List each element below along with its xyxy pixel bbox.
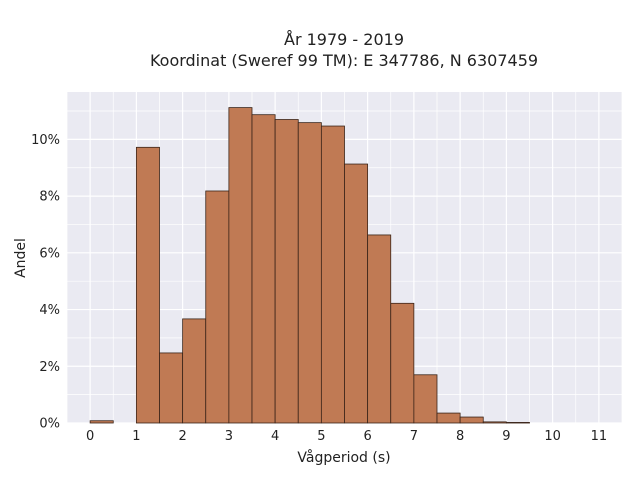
- x-tick-label: 8: [456, 429, 464, 444]
- bars-group: [89, 107, 530, 424]
- histogram-bar: [390, 302, 415, 424]
- x-tick-label: 4: [271, 429, 279, 444]
- x-tick-label: 10: [544, 429, 561, 444]
- x-tick-label: 7: [410, 429, 418, 444]
- histogram-bar: [228, 107, 253, 424]
- x-tick-label: 3: [225, 429, 233, 444]
- y-tick-label: 2%: [39, 360, 60, 375]
- histogram-bar: [205, 190, 230, 424]
- chart-title-line-1: År 1979 - 2019: [284, 30, 404, 49]
- x-axis-label: Vågperiod (s): [297, 449, 390, 466]
- histogram-bar: [482, 421, 507, 424]
- histogram-bar: [459, 416, 484, 424]
- histogram-bar: [320, 125, 345, 424]
- histogram-bar: [505, 422, 530, 424]
- histogram-bar: [367, 234, 392, 424]
- y-tick-label: 0%: [39, 417, 60, 432]
- x-tick-label: 11: [591, 429, 608, 444]
- histogram-bar: [436, 412, 461, 424]
- histogram-bar: [182, 318, 207, 424]
- histogram-bar: [344, 163, 369, 424]
- histogram-bar: [89, 420, 114, 424]
- chart-title-line-2: Koordinat (Sweref 99 TM): E 347786, N 63…: [150, 51, 538, 70]
- y-axis-ticks: 0% 2% 4% 6% 8% 10%: [31, 133, 60, 432]
- histogram-bar: [135, 146, 160, 424]
- y-tick-label: 4%: [39, 303, 60, 318]
- histogram-bar: [297, 122, 322, 424]
- histogram-bar: [251, 114, 276, 424]
- histogram-bar: [159, 352, 184, 424]
- y-tick-label: 6%: [39, 246, 60, 261]
- y-tick-label: 8%: [39, 190, 60, 205]
- x-tick-label: 5: [317, 429, 325, 444]
- x-tick-label: 2: [178, 429, 186, 444]
- y-axis-label: Andel: [13, 238, 29, 278]
- histogram-bar: [274, 119, 299, 424]
- x-axis-ticks: 0 1 2 3 4 5 6 7 8 9 10 11: [86, 429, 607, 444]
- y-tick-label: 10%: [31, 133, 60, 148]
- histogram-bar: [413, 374, 438, 424]
- x-tick-label: 0: [86, 429, 94, 444]
- x-tick-label: 1: [132, 429, 140, 444]
- x-tick-label: 9: [502, 429, 510, 444]
- x-tick-label: 6: [363, 429, 371, 444]
